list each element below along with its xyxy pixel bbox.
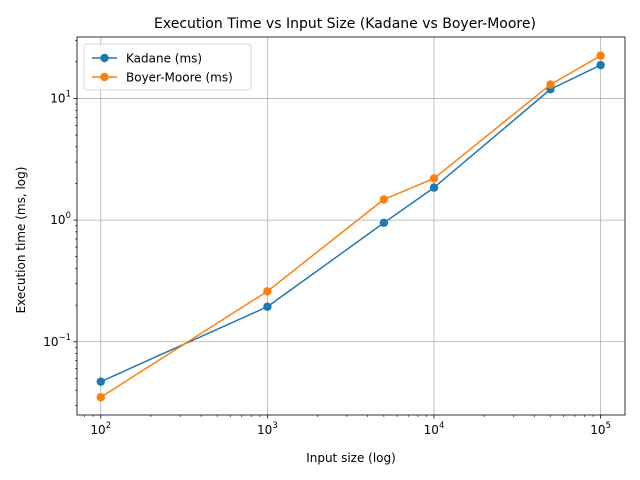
- legend-marker: [100, 72, 109, 82]
- data-point: [379, 195, 389, 204]
- data-point: [96, 393, 105, 402]
- legend-item: Kadane (ms): [92, 52, 202, 66]
- series-line: [100, 64, 601, 383]
- legend-item: Boyer-Moore (ms): [92, 71, 233, 85]
- series-line: [100, 54, 602, 398]
- data-point: [429, 174, 439, 183]
- series-layer: [96, 51, 605, 402]
- data-point: [596, 60, 605, 70]
- legend-box: [83, 43, 252, 91]
- data-point: [379, 218, 389, 228]
- x-tick-label: 103: [257, 421, 278, 437]
- data-point: [596, 51, 605, 60]
- y-tick-label: 101: [50, 89, 71, 105]
- data-point: [263, 302, 272, 311]
- legend-label: Boyer-Moore (ms): [126, 71, 233, 85]
- data-point: [263, 287, 272, 296]
- y-tick-label: 10−1: [43, 333, 71, 349]
- legend-label: Kadane (ms): [126, 52, 202, 66]
- data-point: [546, 80, 555, 89]
- major-ticks: 102 103 104 105 10−1 100 101: [43, 89, 611, 437]
- data-point: [96, 377, 105, 386]
- y-tick-label: 100: [50, 211, 71, 227]
- legend: Kadane (ms) Boyer-Moore (ms): [83, 43, 252, 91]
- legend-marker: [100, 53, 109, 63]
- x-tick-label: 104: [424, 421, 445, 437]
- x-axis-label: Input size (log): [306, 451, 396, 465]
- x-tick-label: 102: [90, 421, 111, 437]
- chart-title: Execution Time vs Input Size (Kadane vs …: [154, 16, 536, 32]
- plot-frame: [76, 36, 626, 416]
- data-point: [429, 183, 439, 192]
- series-1: [96, 51, 605, 402]
- y-axis-label: Execution time (ms, log): [14, 167, 28, 314]
- x-tick-label: 105: [590, 421, 611, 437]
- series-0: [96, 60, 605, 386]
